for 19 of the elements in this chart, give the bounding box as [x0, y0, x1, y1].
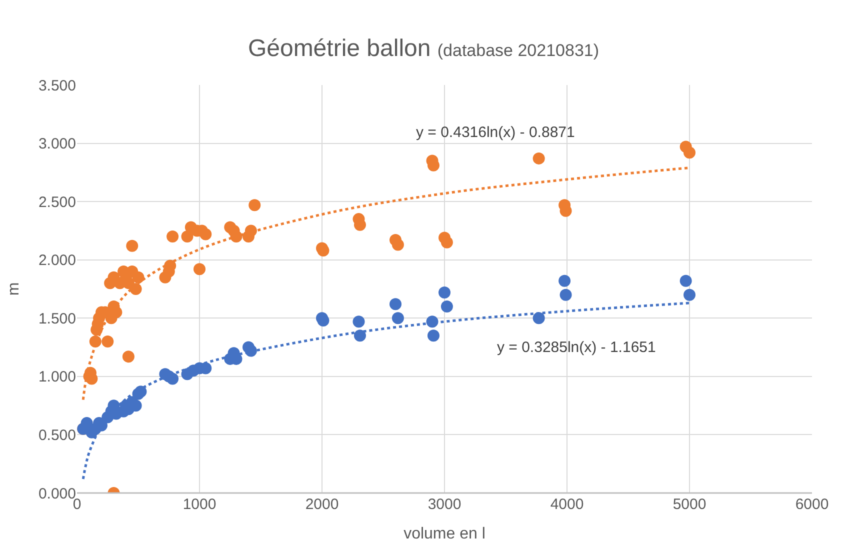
- y-tick-label: 3.000: [38, 136, 76, 153]
- annotation: y = 0.4316ln(x) - 0.8871: [416, 124, 575, 141]
- y-tick-label: 1.500: [38, 310, 76, 328]
- annotation: y = 0.3285ln(x) - 1.1651: [497, 339, 656, 356]
- y-tick-label: 1.000: [38, 368, 76, 386]
- y-tick-label: 2.000: [38, 252, 76, 270]
- chart-title: Géométrie ballon: [248, 34, 431, 62]
- x-tick-label: 5000: [672, 496, 706, 513]
- x-tick-label: 3000: [428, 496, 462, 513]
- y-axis-title: m: [5, 282, 22, 296]
- chart-subtitle: (database 20210831): [437, 40, 600, 60]
- y-tick-label: 3.500: [38, 77, 76, 94]
- x-tick-label: 4000: [550, 496, 584, 513]
- x-tick-label: 2000: [305, 496, 339, 513]
- x-tick-label: 6000: [795, 496, 829, 513]
- y-tick-label: 2.500: [38, 194, 76, 211]
- y-tick-label: 0.500: [38, 426, 76, 444]
- x-axis-title: volume en l: [404, 526, 486, 543]
- x-tick-label: 1000: [182, 496, 216, 513]
